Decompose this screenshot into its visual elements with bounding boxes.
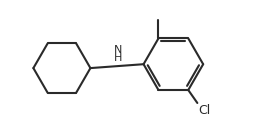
Text: Cl: Cl xyxy=(198,104,211,117)
Text: N: N xyxy=(114,45,122,55)
Text: H: H xyxy=(114,53,122,63)
